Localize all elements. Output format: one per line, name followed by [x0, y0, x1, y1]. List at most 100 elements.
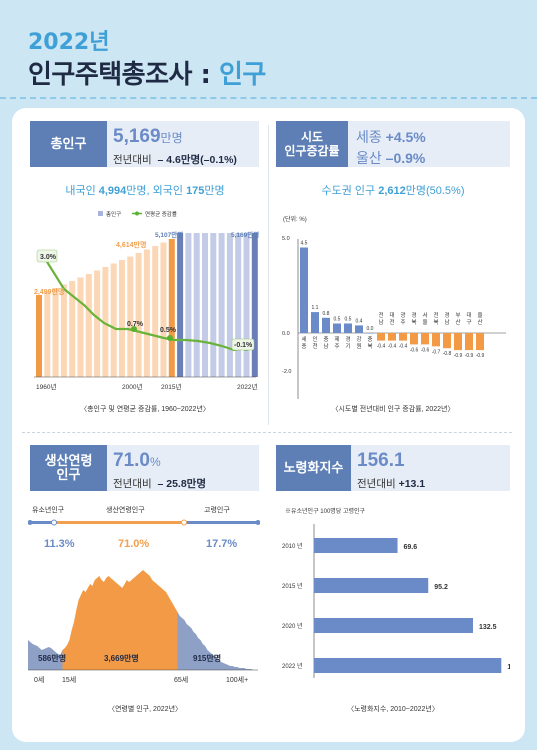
population-bar: [202, 233, 208, 377]
aging-bar: [314, 618, 473, 633]
region-name-label: 산: [455, 318, 460, 326]
working-caption: 〈연령별 인구, 2022년〉: [107, 706, 183, 713]
population-bar: [69, 281, 76, 377]
region-value-label: 0.5: [345, 317, 352, 323]
group-bar-working: [54, 521, 184, 524]
population-bar: [160, 242, 167, 377]
aging-bar: [314, 538, 398, 553]
age-area-young: [28, 640, 63, 670]
region-value-label: -0.6: [421, 347, 430, 353]
age-tick-15: 15세: [62, 675, 76, 684]
working-tag: 생산연령 인구: [30, 445, 107, 491]
region-value-label: 1.1: [312, 305, 319, 311]
region-name-label: 기: [345, 342, 350, 350]
aging-tag: 노령화지수: [276, 445, 351, 491]
region-name-label: 충: [323, 335, 328, 343]
region-bar: [476, 333, 484, 351]
age-chart: 유소년인구 생산연령인구 고령인구 11.3% 71.0% 17.7% 586만…: [28, 505, 260, 684]
region-name-label: 원: [356, 342, 361, 350]
region-value-label: -0.6: [410, 347, 419, 353]
region-value-label: -0.4: [377, 344, 386, 350]
region-name-label: 서: [422, 311, 427, 319]
region-value-label: -0.9: [476, 353, 485, 359]
total-pop-caption: 〈총인구 및 연평균 증감률, 1960~2022년〉: [80, 406, 210, 413]
region-subtitle: 수도권 인구 2,612만명(50.5%): [321, 185, 465, 197]
region-bar: [300, 247, 308, 333]
region-caption: 〈시도별 전년대비 인구 증감률, 2022년〉: [331, 406, 455, 413]
region-name-label: 인: [312, 336, 317, 343]
horizontal-separator: [22, 432, 512, 433]
label-rate-2: 0.7%: [127, 321, 144, 328]
region-name-label: 경: [444, 312, 449, 319]
region-bar: [432, 333, 440, 347]
region-value-label: 4.5: [301, 241, 308, 247]
region-name-label: 대: [466, 311, 471, 319]
region-name-label: 천: [312, 342, 317, 350]
population-bar: [168, 239, 175, 377]
region-value-label: -0.9: [454, 353, 463, 359]
group-value-working: 71.0%: [118, 538, 149, 550]
age-area-working: [62, 570, 178, 670]
region-bar: [366, 333, 374, 334]
total-pop-tag: 총인구: [30, 121, 107, 167]
group-bar-old: [184, 521, 258, 524]
population-bar: [152, 246, 159, 377]
population-bar: [143, 249, 150, 377]
population-bar: [85, 274, 92, 377]
region-name-label: 전: [378, 311, 383, 319]
region-ytick: 0.0: [282, 331, 290, 337]
aging-bar: [314, 578, 429, 593]
population-bars: [36, 233, 258, 377]
region-name-label: 전: [389, 318, 394, 326]
working-change: 전년대비 – 25.8만명: [113, 478, 206, 490]
population-bar: [177, 233, 184, 377]
region-bar: [410, 333, 418, 345]
aging-chart: 2010 년 69.6 2015 년 95.2 2020 년 132.5 2022 년 156…: [282, 524, 510, 678]
population-bar: [218, 233, 225, 377]
vertical-separator: [268, 125, 269, 425]
region-bar: [388, 333, 396, 341]
title-main: 인구주택총조사 :: [28, 60, 219, 90]
group-label-old: 고령인구: [204, 505, 230, 514]
region-name-label: 강: [356, 336, 361, 343]
aging-change: 전년대비 +13.1: [357, 478, 426, 490]
region-bar: [465, 333, 473, 351]
region-bar: [377, 333, 385, 341]
population-bar: [77, 277, 84, 377]
growth-rate-point: [167, 335, 173, 341]
region-name-label: 남: [444, 318, 449, 326]
label-rate-4: -0.1%: [234, 342, 253, 349]
region-name-label: 울: [477, 312, 482, 319]
group-label-young: 유소년인구: [32, 505, 65, 514]
aging-caption: 〈노령화지수, 2010~2022년〉: [347, 706, 439, 713]
region-name-label: 남: [323, 342, 328, 350]
region-bar: [333, 323, 341, 333]
region-name-label: 제: [334, 335, 339, 343]
total-pop-change: 전년대비 – 4.6만명(–0.1%): [113, 154, 237, 166]
region-value-label: 0.4: [356, 318, 363, 324]
region-value-label: -0.4: [399, 344, 408, 350]
region-value-label: 0.0: [367, 326, 374, 332]
population-bar: [243, 233, 250, 377]
region-value-label: 0.5: [334, 317, 341, 323]
region-name-label: 주: [400, 319, 405, 326]
population-bar: [193, 233, 200, 377]
region-name-label: 충: [367, 335, 372, 343]
region-name-label: 구: [466, 319, 471, 326]
group-label-working: 생산연령인구: [106, 505, 145, 514]
region-name-label: 산: [477, 318, 482, 326]
age-tick-0: 0세: [34, 675, 44, 684]
population-bar: [127, 256, 134, 377]
region-name-label: 경: [345, 336, 350, 343]
region-name-label: 부: [455, 312, 460, 319]
aging-value-label: 69.6: [404, 544, 418, 551]
label-rate-3: 0.5%: [160, 327, 177, 334]
legend-line-label: 연평균 증감률: [145, 210, 177, 218]
region-name-label: 경: [411, 312, 416, 319]
label-pop-1960: 2,499만명: [34, 287, 64, 296]
aging-value-label: 156.1: [507, 664, 510, 671]
region-bar: [454, 333, 462, 351]
aging-year-label: 2015 년: [282, 582, 303, 590]
population-bar: [226, 233, 233, 377]
aging-year-label: 2022 년: [282, 662, 303, 670]
